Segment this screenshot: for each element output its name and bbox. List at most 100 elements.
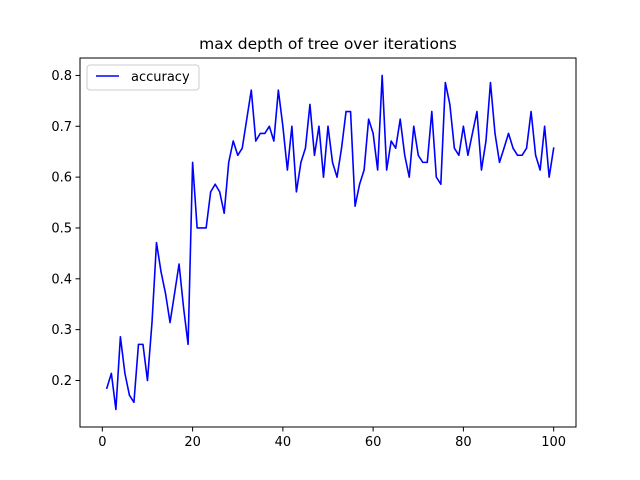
data-point	[489, 81, 492, 84]
data-point	[467, 154, 469, 156]
data-point	[413, 125, 415, 127]
data-point	[368, 118, 370, 120]
y-tick-label: 0.7	[51, 120, 72, 135]
data-point	[372, 132, 374, 134]
legend: accuracy	[86, 64, 200, 91]
data-point	[408, 176, 410, 178]
data-point	[237, 154, 239, 156]
data-point	[444, 81, 446, 84]
data-point	[228, 161, 230, 163]
data-point	[137, 343, 140, 345]
data-point	[507, 132, 510, 134]
data-point	[124, 372, 126, 374]
data-point	[440, 183, 442, 185]
data-point	[480, 169, 483, 171]
data-point	[300, 161, 302, 163]
data-point	[544, 125, 546, 127]
data-point	[340, 147, 343, 149]
data-point	[404, 154, 406, 156]
data-point	[453, 147, 455, 149]
data-point	[205, 227, 207, 229]
data-point	[309, 103, 311, 106]
y-tick-label: 0.5	[51, 221, 72, 236]
data-point	[304, 147, 307, 149]
series-line-accuracy	[105, 74, 555, 411]
data-point	[494, 132, 496, 134]
data-point	[128, 394, 131, 396]
data-point	[399, 118, 401, 120]
y-tick-label: 0.3	[51, 323, 72, 338]
data-point	[525, 147, 528, 149]
data-point	[345, 110, 347, 113]
data-point	[363, 169, 365, 171]
legend-label: accuracy	[131, 70, 190, 85]
data-point	[331, 161, 334, 163]
data-point	[426, 161, 428, 163]
data-point	[196, 227, 198, 229]
plot-area: 0 20 40 60 80 100 0.2 0.3 0.4 0.5 0.6 0.7 0.8 accur…	[51, 57, 577, 450]
data-point	[539, 169, 541, 171]
data-point	[381, 74, 383, 77]
y-tick-label: 0.2	[51, 374, 72, 389]
x-tick-label: 80	[455, 435, 472, 450]
data-point	[358, 183, 361, 185]
x-tick-label: 20	[184, 435, 201, 450]
data-point	[201, 227, 203, 229]
data-point	[146, 379, 149, 382]
data-point	[535, 154, 537, 156]
axes-background	[80, 58, 576, 427]
data-point	[119, 336, 121, 338]
data-point	[155, 242, 158, 244]
data-point	[241, 147, 243, 149]
data-point	[151, 321, 153, 324]
x-tick-label: 100	[541, 435, 566, 450]
data-point	[178, 263, 180, 265]
data-point	[187, 343, 189, 345]
series-layer	[105, 74, 555, 411]
y-axis-ticks: 0.2 0.3 0.4 0.5 0.6 0.7 0.8	[51, 69, 80, 389]
data-point	[192, 161, 194, 163]
y-tick-label: 0.4	[51, 272, 72, 287]
data-point	[313, 154, 316, 156]
data-point	[349, 110, 352, 113]
data-point	[268, 125, 270, 127]
data-point	[110, 372, 112, 374]
data-point	[503, 147, 505, 149]
data-point	[377, 169, 379, 171]
data-point	[322, 176, 325, 178]
data-point	[291, 125, 293, 127]
data-point	[259, 132, 261, 134]
data-point	[431, 110, 433, 113]
data-point	[336, 176, 338, 178]
data-point	[282, 125, 284, 127]
data-point	[462, 125, 464, 127]
data-point	[521, 154, 523, 156]
data-point	[273, 140, 275, 142]
data-point	[133, 401, 135, 403]
data-point	[327, 125, 329, 127]
data-point	[386, 169, 388, 171]
data-point	[512, 147, 514, 149]
data-point	[210, 191, 212, 193]
data-point	[286, 169, 288, 171]
data-point	[417, 154, 419, 156]
data-point	[219, 191, 221, 193]
data-point	[390, 140, 392, 142]
data-point	[548, 176, 550, 178]
x-tick-label: 0	[98, 435, 106, 450]
data-point	[214, 183, 216, 185]
data-point	[435, 176, 437, 178]
data-point	[498, 161, 501, 163]
data-point	[115, 408, 117, 411]
data-point	[422, 161, 424, 163]
axes-frame	[79, 57, 577, 428]
x-tick-label: 60	[365, 435, 382, 450]
data-point	[471, 132, 474, 134]
data-point	[318, 125, 320, 127]
data-point	[173, 292, 176, 295]
data-point	[164, 292, 167, 295]
y-tick-label: 0.8	[51, 69, 72, 84]
data-point	[530, 110, 532, 113]
data-point	[485, 140, 487, 142]
